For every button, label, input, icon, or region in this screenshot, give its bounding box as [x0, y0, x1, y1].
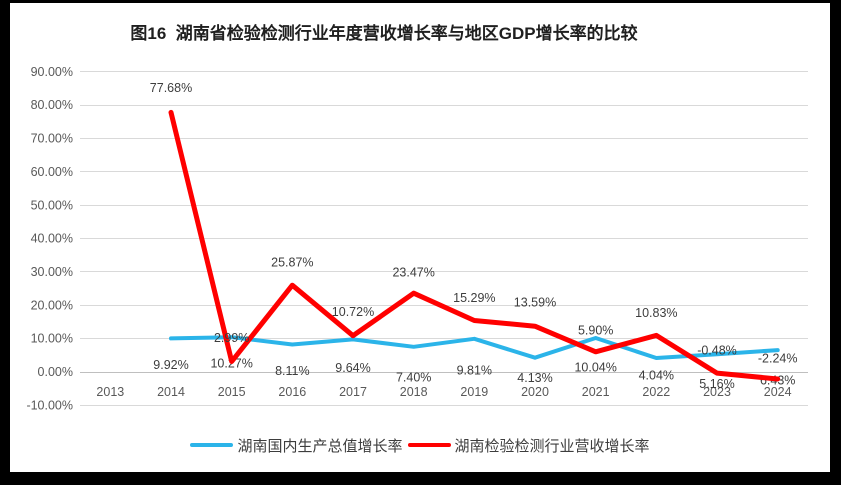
x-axis-tick-label: 2013: [96, 385, 124, 399]
data-label: 10.72%: [332, 305, 374, 319]
revenue-legend-label: 湖南检验检测行业营收增长率: [454, 437, 650, 455]
data-label: 2.99%: [214, 331, 249, 345]
y-axis-tick-label: -10.00%: [26, 398, 73, 412]
x-axis-tick-label: 2014: [157, 385, 185, 399]
data-label: 4.04%: [639, 369, 674, 383]
x-axis-tick-label: 2018: [400, 385, 428, 399]
data-label: 9.64%: [335, 361, 370, 375]
y-axis-tick-label: 70.00%: [31, 132, 73, 146]
legend: 湖南国内生产总值增长率 湖南检验检测行业营收增长率: [10, 434, 830, 456]
legend-item-gdp: 湖南国内生产总值增长率: [190, 435, 403, 456]
data-label: 7.40%: [396, 370, 431, 384]
chart-title: 图16 湖南省检验检测行业年度营收增长率与地区GDP增长率的比较: [130, 24, 638, 43]
x-axis-tick-label: 2015: [218, 385, 246, 399]
data-label: 10.04%: [574, 361, 616, 375]
data-label: 9.81%: [457, 363, 492, 377]
data-label: 77.68%: [150, 81, 192, 95]
y-axis-tick-label: 90.00%: [31, 65, 73, 79]
y-axis-tick-label: 20.00%: [31, 298, 73, 312]
y-axis-tick-label: 30.00%: [31, 265, 73, 279]
data-label: 23.47%: [392, 266, 434, 280]
data-label: 4.13%: [517, 371, 552, 385]
data-label: 9.92%: [153, 358, 188, 372]
data-label: -0.48%: [697, 344, 737, 358]
y-axis-tick-label: 60.00%: [31, 165, 73, 179]
x-axis-tick-label: 2023: [703, 385, 731, 399]
x-axis-tick-label: 2021: [582, 385, 610, 399]
data-label: 5.90%: [578, 323, 613, 337]
y-axis-tick-label: 40.00%: [31, 232, 73, 246]
gdp-growth-line: [169, 335, 780, 360]
data-label: 13.59%: [514, 296, 556, 310]
data-label: 15.29%: [453, 291, 495, 305]
data-label: 8.11%: [275, 364, 310, 378]
data-label: 25.87%: [271, 256, 313, 270]
gdp-legend-label: 湖南国内生产总值增长率: [237, 437, 403, 455]
x-axis-tick-label: 2020: [521, 385, 549, 399]
x-axis-tick-label: 2017: [339, 385, 367, 399]
gdp-line-swatch: [190, 442, 234, 448]
y-axis-tick-label: 10.00%: [31, 332, 73, 346]
x-axis-tick-label: 2019: [460, 385, 488, 399]
x-axis-tick-label: 2016: [278, 385, 306, 399]
y-axis-tick-label: 50.00%: [31, 198, 73, 212]
legend-item-revenue: 湖南检验检测行业营收增长率: [407, 435, 650, 456]
data-label: -2.24%: [758, 351, 798, 365]
x-axis-tick-label: 2022: [642, 385, 670, 399]
data-label: 5.16%: [699, 377, 734, 391]
y-axis-tick-label: 0.00%: [38, 365, 73, 379]
data-label: 10.83%: [635, 306, 677, 320]
y-axis-tick-label: 80.00%: [31, 98, 73, 112]
revenue-line-swatch: [407, 442, 451, 448]
revenue-growth-line: [168, 109, 781, 382]
chart-canvas: [10, 3, 830, 472]
x-axis-tick-label: 2024: [764, 385, 792, 399]
